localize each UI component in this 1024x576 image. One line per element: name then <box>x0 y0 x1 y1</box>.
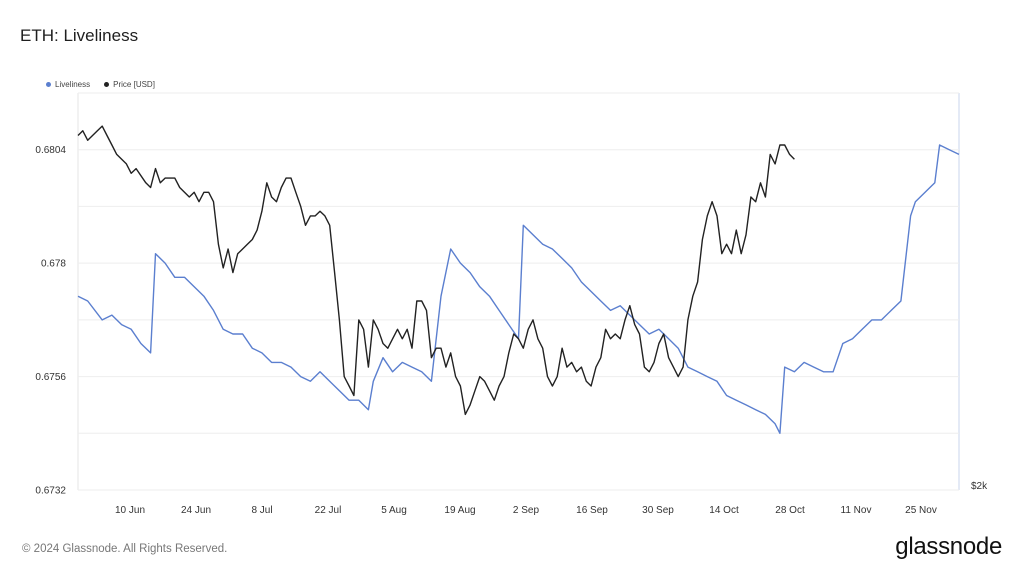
legend-item-liveliness[interactable]: Liveliness <box>46 80 90 89</box>
x-tick-label: 2 Sep <box>513 505 540 516</box>
legend-label-price: Price [USD] <box>113 80 155 89</box>
copyright-text: © 2024 Glassnode. All Rights Reserved. <box>22 543 228 555</box>
y-tick-label: 0.678 <box>41 259 66 270</box>
x-tick-label: 16 Sep <box>576 505 608 516</box>
x-tick-label: 10 Jun <box>115 505 145 516</box>
glassnode-logo: glassnode <box>895 533 1002 560</box>
x-tick-label: 5 Aug <box>381 505 407 516</box>
x-tick-label: 19 Aug <box>444 505 475 516</box>
x-tick-label: 11 Nov <box>841 505 872 516</box>
x-tick-label: 30 Sep <box>642 505 674 516</box>
legend-swatch-price <box>104 82 110 87</box>
chart-legend: Liveliness Price [USD] <box>46 80 155 89</box>
y-tick-label: 0.6804 <box>35 145 66 156</box>
x-tick-label: 25 Nov <box>905 505 937 516</box>
x-tick-label: 8 Jul <box>251 505 272 516</box>
legend-item-price[interactable]: Price [USD] <box>104 80 155 89</box>
series-line-price <box>77 125 795 416</box>
y-tick-label: 0.6756 <box>35 372 66 383</box>
legend-swatch-liveliness <box>46 82 51 87</box>
x-tick-label: 28 Oct <box>775 505 805 516</box>
y-right-tick-label: $2k <box>971 481 988 492</box>
legend-label-liveliness: Liveliness <box>55 80 91 89</box>
x-tick-label: 24 Jun <box>181 505 211 516</box>
series-line-liveliness <box>77 144 960 434</box>
x-tick-label: 14 Oct <box>709 505 739 516</box>
x-tick-label: 22 Jul <box>315 505 342 516</box>
y-tick-label: 0.6732 <box>35 486 66 497</box>
chart-title: ETH: Liveliness <box>20 26 139 45</box>
